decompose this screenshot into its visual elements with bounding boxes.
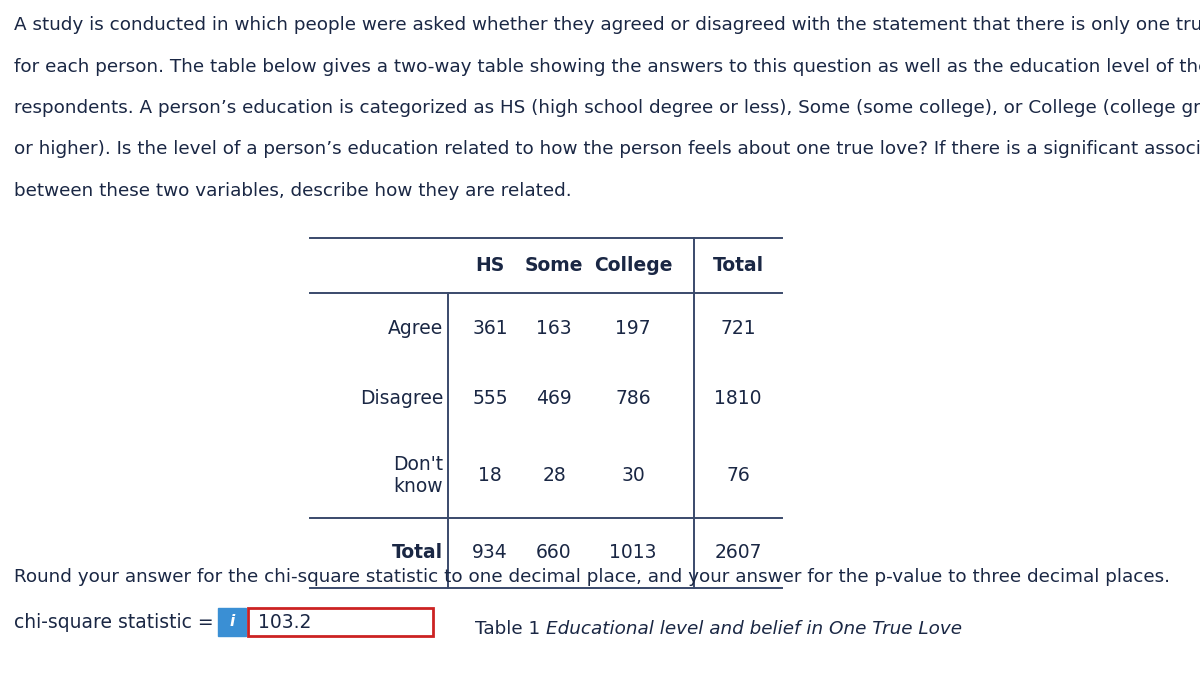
Text: 163: 163 xyxy=(536,319,572,338)
Text: for each person. The table below gives a two-way table showing the answers to th: for each person. The table below gives a… xyxy=(14,58,1200,76)
Text: 555: 555 xyxy=(472,389,508,407)
Text: Agree: Agree xyxy=(388,319,443,338)
Text: 197: 197 xyxy=(616,319,650,338)
Text: 660: 660 xyxy=(536,544,572,563)
Text: Don't
know: Don't know xyxy=(392,455,443,496)
Text: or higher). Is the level of a person’s education related to how the person feels: or higher). Is the level of a person’s e… xyxy=(14,140,1200,158)
Text: 30: 30 xyxy=(622,466,644,485)
Text: respondents. A person’s education is categorized as HS (high school degree or le: respondents. A person’s education is cat… xyxy=(14,99,1200,117)
Text: 361: 361 xyxy=(472,319,508,338)
Text: 2607: 2607 xyxy=(714,544,762,563)
Text: between these two variables, describe how they are related.: between these two variables, describe ho… xyxy=(14,182,571,200)
Text: 934: 934 xyxy=(472,544,508,563)
Text: 1810: 1810 xyxy=(714,389,762,407)
Text: HS: HS xyxy=(475,256,505,275)
Text: College: College xyxy=(594,256,672,275)
Text: 103.2: 103.2 xyxy=(258,612,311,632)
Text: A study is conducted in which people were asked whether they agreed or disagreed: A study is conducted in which people wer… xyxy=(14,16,1200,34)
Text: 469: 469 xyxy=(536,389,572,407)
Text: 28: 28 xyxy=(542,466,566,485)
Text: 76: 76 xyxy=(726,466,750,485)
Text: 1013: 1013 xyxy=(610,544,656,563)
FancyBboxPatch shape xyxy=(218,608,246,636)
Text: Table 1: Table 1 xyxy=(475,620,546,638)
Text: 721: 721 xyxy=(720,319,756,338)
Text: i: i xyxy=(229,614,235,630)
Text: 18: 18 xyxy=(478,466,502,485)
Text: Total: Total xyxy=(392,544,443,563)
Text: Round your answer for the chi-square statistic to one decimal place, and your an: Round your answer for the chi-square sta… xyxy=(14,568,1170,586)
Text: Disagree: Disagree xyxy=(360,389,443,407)
Text: 786: 786 xyxy=(616,389,650,407)
Text: Educational level and belief in One True Love: Educational level and belief in One True… xyxy=(546,620,962,638)
FancyBboxPatch shape xyxy=(248,608,433,636)
Text: chi-square statistic =: chi-square statistic = xyxy=(14,612,214,632)
Text: Total: Total xyxy=(713,256,763,275)
Text: Some: Some xyxy=(524,256,583,275)
